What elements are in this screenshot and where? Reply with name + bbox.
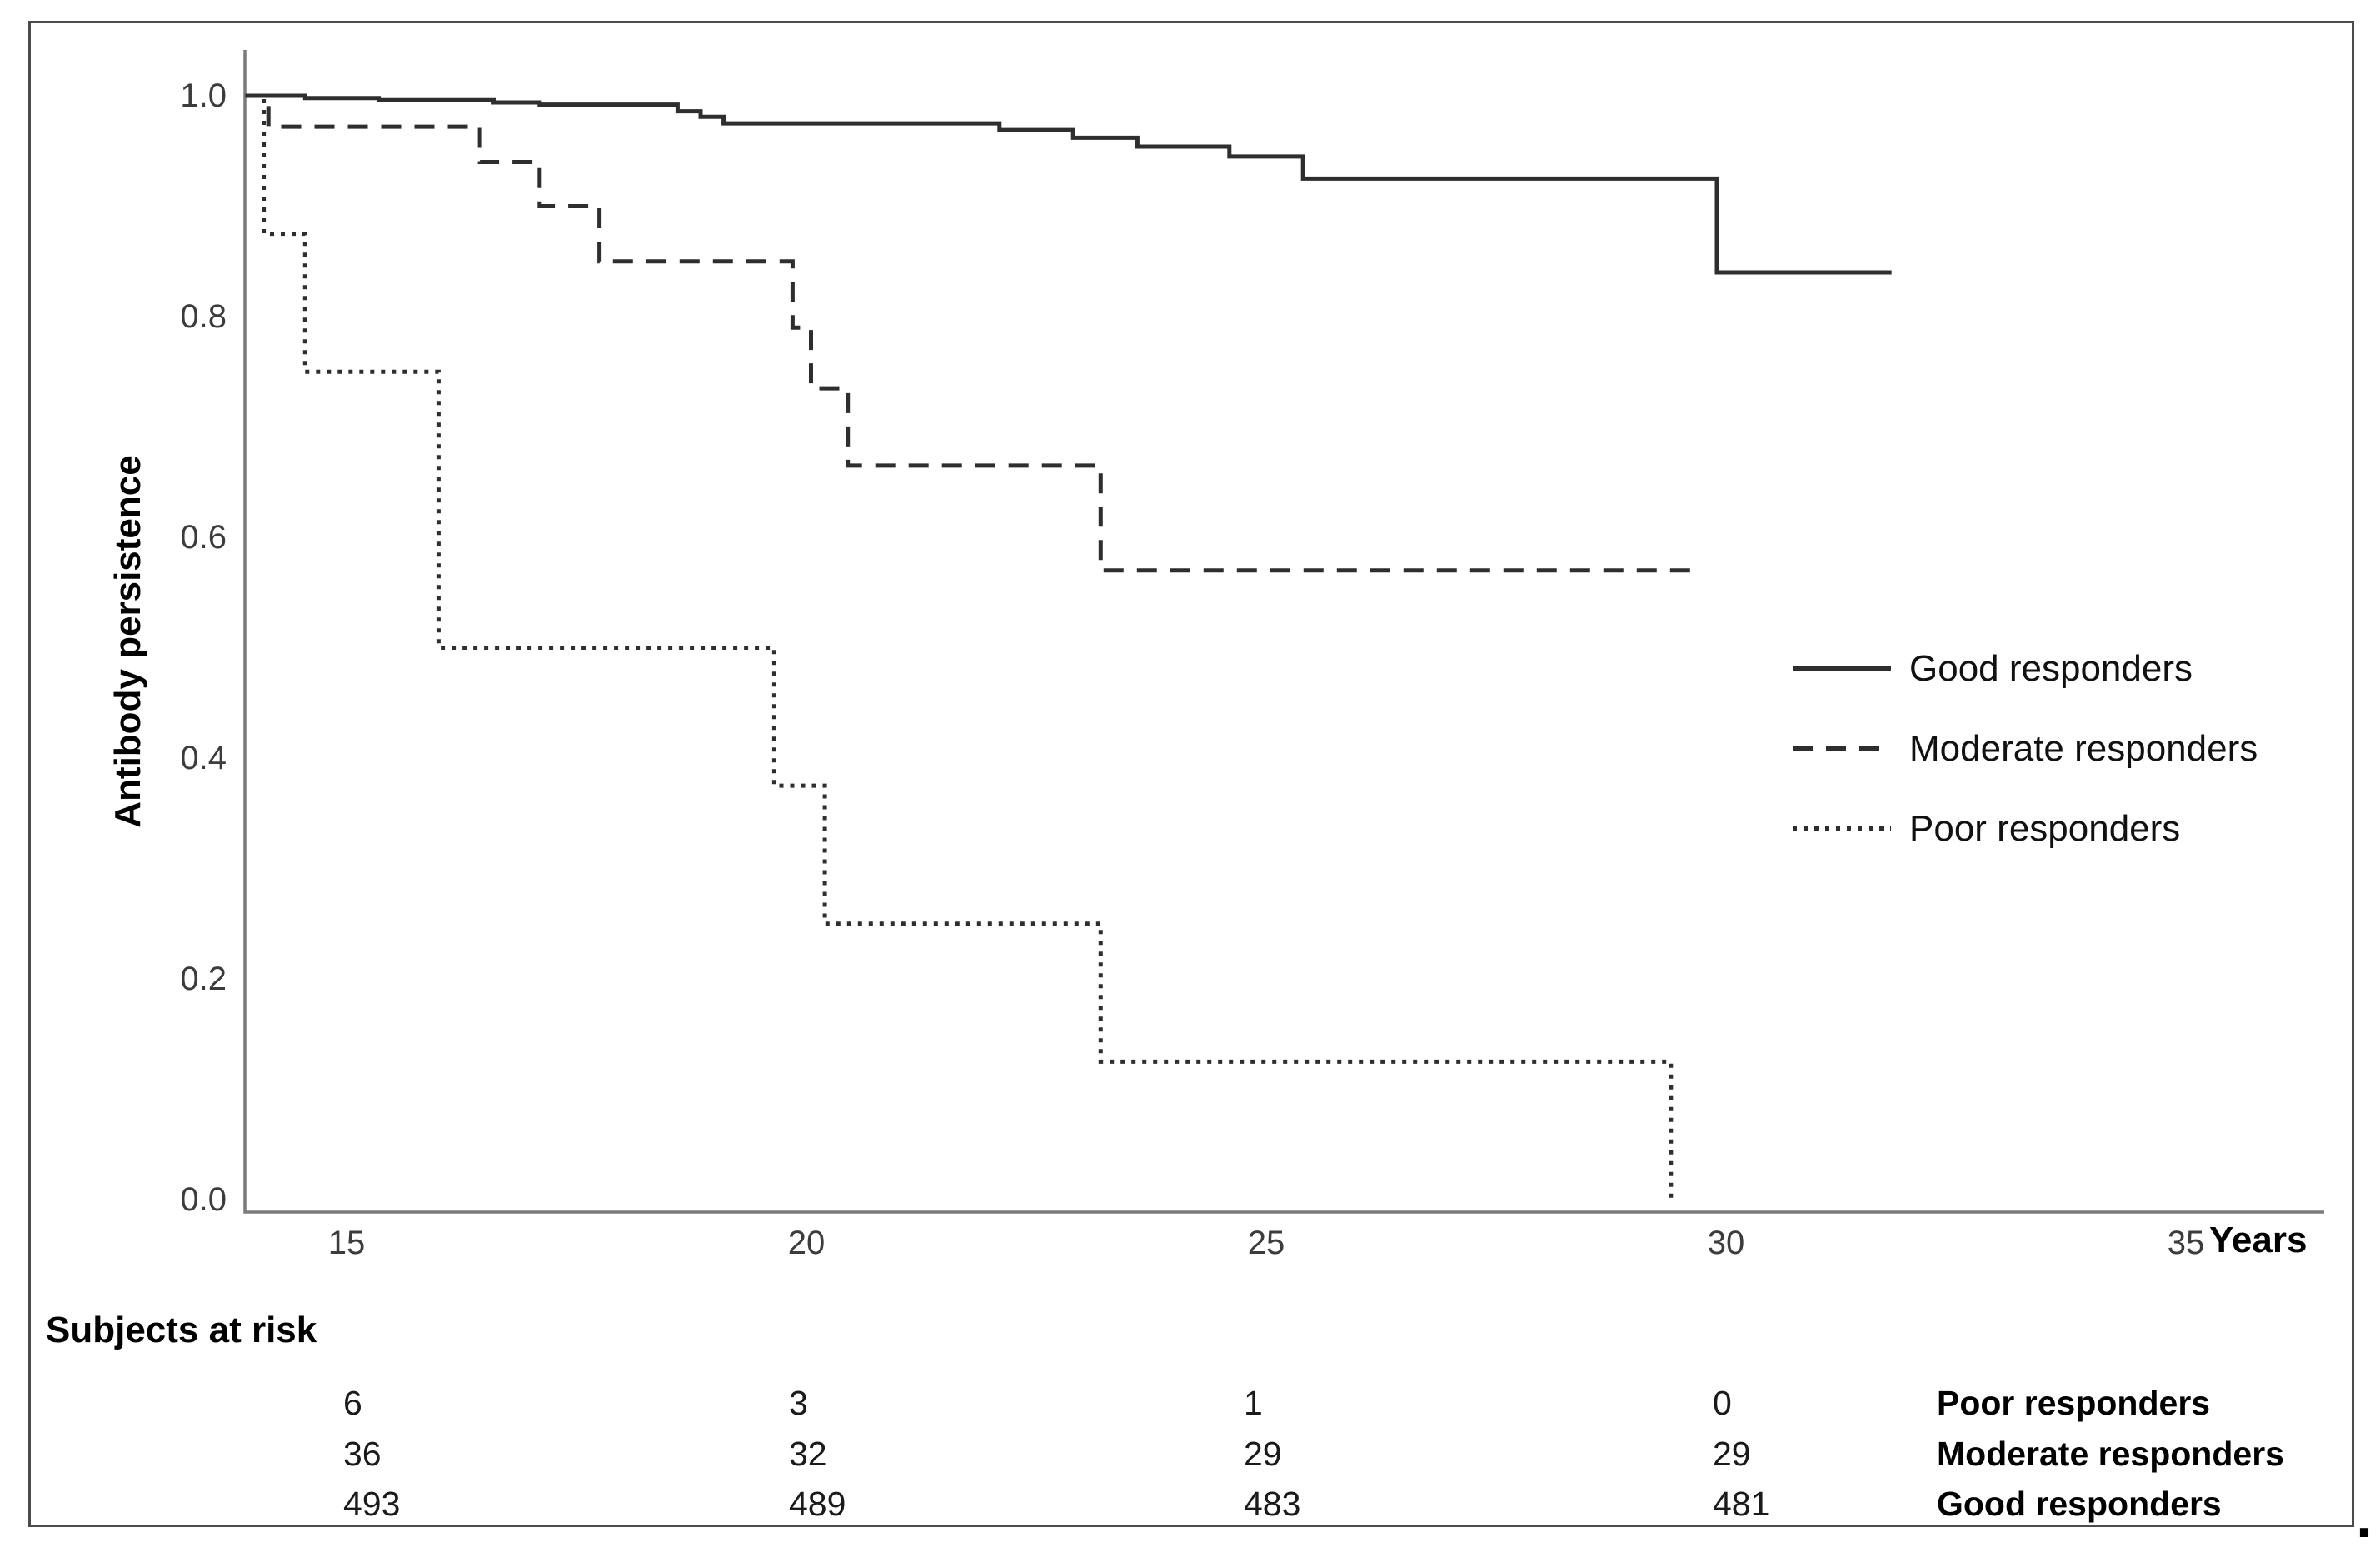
subjects-at-risk-title: Subjects at risk	[46, 1310, 317, 1350]
x-axis-title: Years	[2209, 1220, 2308, 1260]
legend-item-good-responders: Good responders	[1791, 646, 2193, 692]
x-tick-label: 20	[787, 1225, 826, 1261]
y-tick-label: 1.0	[180, 77, 227, 114]
risk-value: 489	[789, 1485, 846, 1523]
risk-row-label: Poor responders	[1937, 1384, 2211, 1422]
risk-value: 36	[343, 1435, 382, 1473]
legend-label: Poor responders	[1909, 808, 2181, 849]
y-tick-label: 0.2	[180, 961, 227, 997]
x-tick-label: 15	[327, 1225, 366, 1261]
trailing-period-text: .	[2356, 1484, 2373, 1550]
risk-row-label: Moderate responders	[1937, 1435, 2284, 1473]
y-axis-title: Antibody persistence	[107, 455, 148, 828]
x-tick-label: 25	[1247, 1225, 1285, 1261]
y-tick-label: 0.0	[180, 1181, 227, 1218]
risk-value: 3	[789, 1384, 808, 1422]
risk-row-poor: 6 3 1 0 Poor responders	[0, 1383, 2380, 1425]
risk-value: 32	[789, 1435, 827, 1473]
risk-row-label: Good responders	[1937, 1485, 2222, 1523]
dashed-line-sample-icon	[1793, 746, 1891, 751]
legend-label: Good responders	[1909, 648, 2193, 689]
y-tick-label: 0.8	[180, 298, 227, 335]
risk-value: 483	[1244, 1485, 1301, 1523]
risk-value: 481	[1713, 1485, 1770, 1523]
risk-value: 493	[343, 1485, 401, 1523]
legend-item-poor-responders: Poor responders	[1791, 806, 2180, 852]
risk-value: 1	[1244, 1384, 1263, 1422]
risk-value: 29	[1244, 1435, 1282, 1473]
risk-value: 6	[343, 1384, 362, 1422]
solid-line-sample-icon	[1793, 666, 1891, 671]
axis-lines	[243, 50, 2324, 1214]
y-tick-label: 0.4	[180, 740, 227, 776]
curve-moderate-responders	[245, 93, 1699, 573]
y-tick-label: 0.6	[180, 519, 227, 556]
legend-label: Moderate responders	[1909, 728, 2258, 769]
curve-poor-responders	[245, 93, 1674, 1200]
risk-row-good: 493 489 483 481 Good responders	[0, 1484, 2380, 1525]
risk-row-moderate: 36 32 29 29 Moderate responders	[0, 1434, 2380, 1475]
curve-good-responders	[245, 93, 1892, 275]
risk-value: 0	[1713, 1384, 1732, 1422]
legend-item-moderate-responders: Moderate responders	[1791, 726, 2258, 772]
risk-value: 29	[1713, 1435, 1751, 1473]
x-tick-label: 35	[2167, 1225, 2205, 1261]
x-tick-label: 30	[1707, 1225, 1745, 1261]
dotted-line-sample-icon	[1793, 826, 1891, 831]
